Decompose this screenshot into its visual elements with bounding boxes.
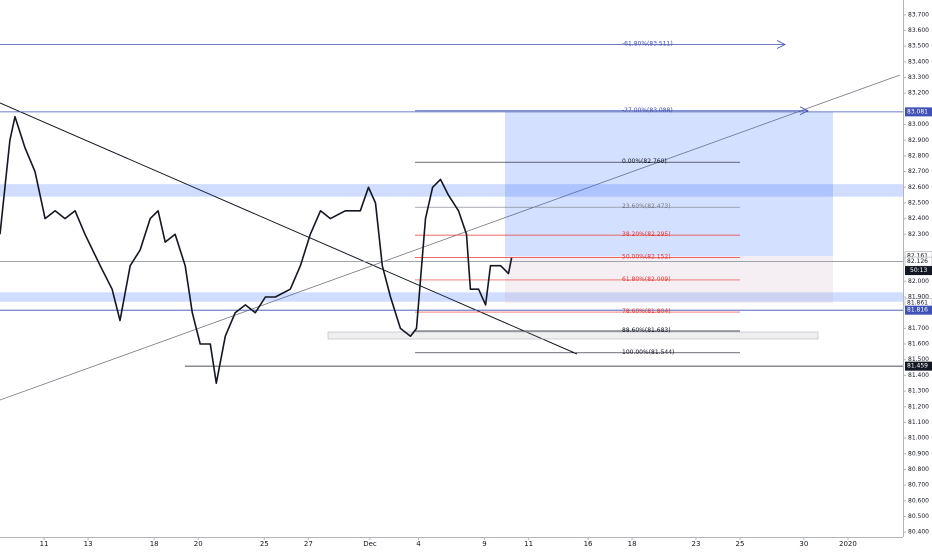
y-tick-label: 82.300 bbox=[908, 231, 929, 238]
y-tick-label: 81.600 bbox=[908, 341, 929, 348]
x-tick-label: 11 bbox=[40, 540, 49, 548]
x-tick-label: 2020 bbox=[839, 540, 857, 548]
y-tick-label: 81.100 bbox=[908, 419, 929, 426]
x-tick-label: 9 bbox=[482, 540, 486, 548]
y-tick-label: 83.700 bbox=[908, 11, 929, 18]
x-tick-label: 18 bbox=[628, 540, 637, 548]
y-tick-label: 81.300 bbox=[908, 388, 929, 395]
y-tick-label: 82.500 bbox=[908, 199, 929, 206]
countdown-box bbox=[905, 266, 932, 276]
fib-label: 78.60%(81.804) bbox=[622, 308, 671, 315]
y-tick-label: 81.000 bbox=[908, 435, 929, 442]
x-tick-label: Dec bbox=[363, 540, 377, 548]
y-tick-label: 83.200 bbox=[908, 90, 929, 97]
y-tick-label: 81.200 bbox=[908, 403, 929, 410]
price-label: 82.161 bbox=[907, 253, 928, 260]
fib-label: 38.20%(82.295) bbox=[622, 231, 671, 238]
y-tick-label: 81.500 bbox=[908, 356, 929, 363]
y-tick-label: 80.900 bbox=[908, 450, 929, 457]
x-tick-label: 16 bbox=[584, 540, 593, 548]
target-zone bbox=[505, 111, 833, 257]
y-tick-label: 80.700 bbox=[908, 482, 929, 489]
arrow-head bbox=[776, 40, 786, 49]
price-label-box bbox=[905, 361, 932, 371]
x-tick-label: 4 bbox=[416, 540, 421, 548]
price-label: 81.861 bbox=[907, 300, 928, 307]
arrow-head bbox=[799, 106, 809, 116]
x-tick-label: 20 bbox=[194, 540, 203, 548]
fib-label: 50.00%(82.152) bbox=[622, 254, 671, 261]
y-tick-label: 82.000 bbox=[908, 278, 929, 285]
fib-label: 61.80%(82.009) bbox=[622, 276, 671, 283]
y-tick-label: 83.300 bbox=[908, 74, 929, 81]
y-tick-label: 81.700 bbox=[908, 325, 929, 332]
y-tick-label: 82.800 bbox=[908, 152, 929, 159]
fib-label: -61.80%(83.511) bbox=[622, 40, 673, 47]
y-tick-label: 83.400 bbox=[908, 58, 929, 65]
x-tick-label: 23 bbox=[692, 540, 701, 548]
y-tick-label: 83.000 bbox=[908, 121, 929, 128]
x-tick-label: 18 bbox=[150, 540, 159, 548]
zone bbox=[0, 292, 903, 302]
price-label-box bbox=[905, 305, 932, 315]
price-label: 82.126 bbox=[907, 258, 928, 265]
y-tick-label: 81.900 bbox=[908, 294, 929, 301]
fib-label: 0.00%(82.760) bbox=[622, 158, 667, 165]
y-tick-label: 82.400 bbox=[908, 215, 929, 222]
price-label-box bbox=[905, 107, 932, 117]
price-label: 83.081 bbox=[907, 108, 928, 115]
zone bbox=[0, 184, 903, 197]
y-tick-label: 80.600 bbox=[908, 497, 929, 504]
y-tick-label: 81.400 bbox=[908, 372, 929, 379]
x-tick-label: 27 bbox=[304, 540, 313, 548]
fib-label: 23.60%(82.473) bbox=[622, 203, 671, 210]
x-tick-label: 25 bbox=[260, 540, 269, 548]
x-tick-label: 13 bbox=[84, 540, 93, 548]
y-tick-label: 82.700 bbox=[908, 168, 929, 175]
y-tick-label: 83.600 bbox=[908, 27, 929, 34]
price-line bbox=[0, 115, 513, 384]
countdown: 50:13 bbox=[910, 267, 927, 274]
trend-line bbox=[0, 74, 901, 401]
y-tick-label: 80.500 bbox=[908, 513, 929, 520]
y-tick-label: 82.600 bbox=[908, 184, 929, 191]
price-label: 81.816 bbox=[907, 307, 928, 314]
x-tick-label: 11 bbox=[524, 540, 533, 548]
y-tick-label: 83.500 bbox=[908, 43, 929, 50]
fib-label: 100.00%(81.544) bbox=[622, 349, 674, 356]
x-tick-label: 25 bbox=[736, 540, 745, 548]
y-tick-label: 80.800 bbox=[908, 466, 929, 473]
y-tick-label: 80.400 bbox=[908, 529, 929, 536]
fib-label: -27.00%(83.088) bbox=[622, 107, 673, 114]
x-tick-label: 30 bbox=[799, 540, 808, 548]
support-box bbox=[327, 331, 819, 340]
fib-label: 88.60%(81.683) bbox=[622, 327, 671, 334]
y-tick-label: 82.900 bbox=[908, 137, 929, 144]
price-label: 81.459 bbox=[907, 363, 928, 370]
